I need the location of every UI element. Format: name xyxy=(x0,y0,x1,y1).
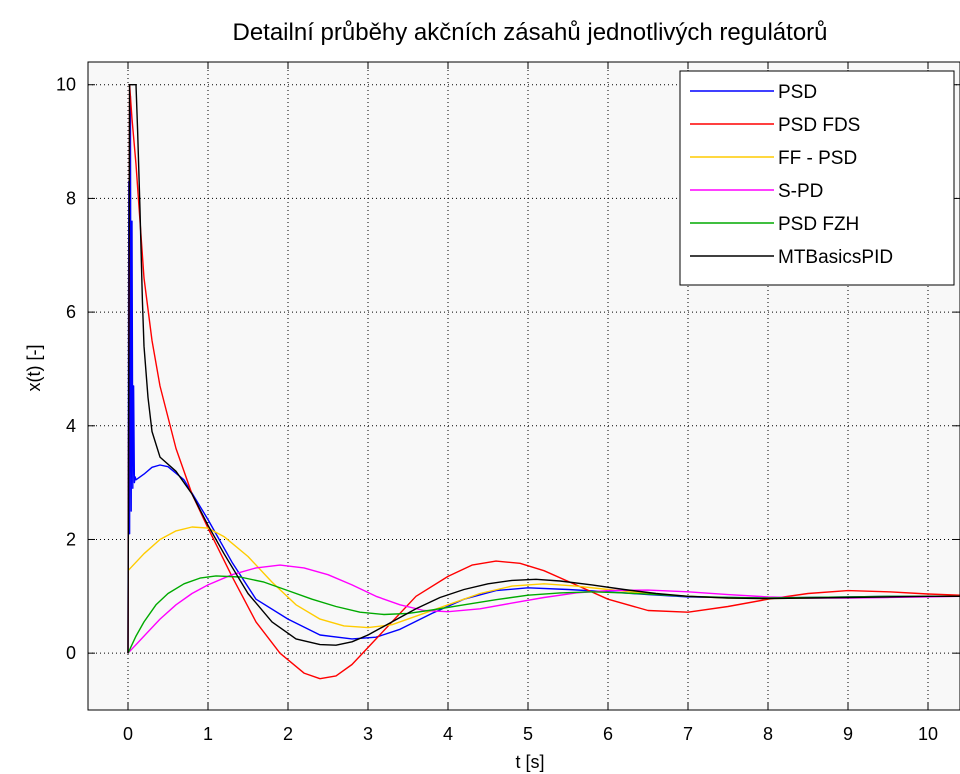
legend-label-1: PSD FDS xyxy=(778,115,860,136)
y-tick-label: 10 xyxy=(56,75,76,95)
series-line-1 xyxy=(127,83,960,680)
legend: PSD PSD FDS FF - PSD S-PD PSD FZH MTBasicsPID xyxy=(679,70,955,286)
x-tick-label: 1 xyxy=(203,724,213,744)
legend-label-4: PSD FZH xyxy=(778,214,859,235)
x-tick-label: 9 xyxy=(843,724,853,744)
x-tick-label: 10 xyxy=(918,724,938,744)
legend-label-0: PSD xyxy=(778,82,817,103)
y-tick-label: 0 xyxy=(66,643,76,663)
y-tick-label: 4 xyxy=(66,416,76,436)
chart-title: Detailní průběhy akčních zásahů jednotli… xyxy=(232,19,827,46)
plot-frame xyxy=(87,61,960,711)
x-tick-label: 7 xyxy=(683,724,693,744)
x-tick-label: 6 xyxy=(603,724,613,744)
x-tick-label: 2 xyxy=(283,724,293,744)
legend-label-2: FF - PSD xyxy=(778,148,857,169)
series-line-5 xyxy=(127,83,960,654)
y-axis-label: x(t) [-] xyxy=(24,345,44,392)
y-tick-label: 6 xyxy=(66,302,76,322)
x-tick-label: 5 xyxy=(523,724,533,744)
legend-box xyxy=(679,70,955,286)
x-tick-label: 0 xyxy=(123,724,133,744)
x-axis-label: t [s] xyxy=(515,752,544,772)
data-series xyxy=(127,83,960,680)
axis-ticks: 0 1 2 3 4 5 6 7 8 9 10 0 2 4 6 8 10 xyxy=(56,62,960,744)
legend-label-5: MTBasicsPID xyxy=(778,247,893,268)
legend-label-3: S-PD xyxy=(778,181,823,202)
y-tick-label: 8 xyxy=(66,188,76,208)
x-tick-label: 4 xyxy=(443,724,453,744)
x-tick-label: 8 xyxy=(763,724,773,744)
y-tick-label: 2 xyxy=(66,529,76,549)
x-tick-label: 3 xyxy=(363,724,373,744)
series-line-3 xyxy=(127,564,960,654)
